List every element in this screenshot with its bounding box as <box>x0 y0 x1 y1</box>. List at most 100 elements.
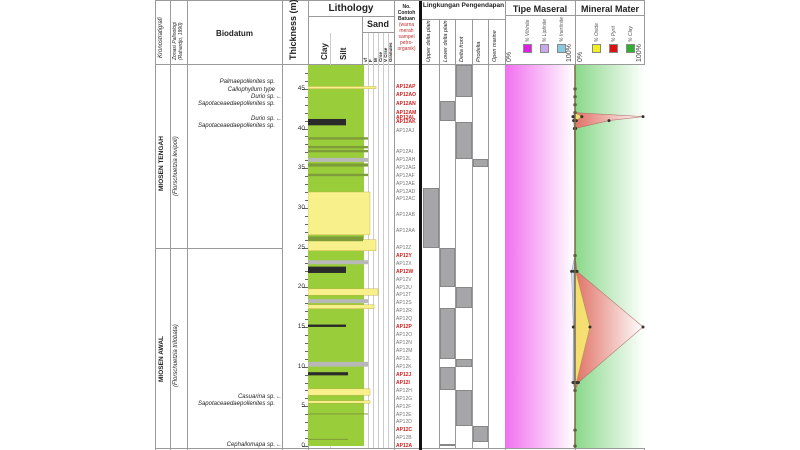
biodatum-entry: Durio sp. <box>250 115 275 122</box>
lithology-layer <box>308 236 363 242</box>
axis-tick <box>305 231 308 233</box>
silt-label: Silt <box>339 47 348 60</box>
lithology-layer <box>308 149 368 153</box>
sample-id: AP12U <box>396 284 412 291</box>
axis-tick <box>305 350 308 352</box>
axis-tick <box>302 128 308 130</box>
sample-id: AP12D <box>396 419 412 426</box>
arrow-left-icon: ← <box>276 442 282 449</box>
axis-tick <box>305 295 308 297</box>
axis-tick <box>305 311 308 313</box>
sample-id: AP12AG <box>396 164 416 171</box>
lithology-layer <box>308 118 346 126</box>
environment-block <box>439 100 456 121</box>
data-point <box>570 269 574 273</box>
lithology-layer <box>308 145 368 149</box>
biodatum-entry: Callophyllum type <box>227 86 275 93</box>
biodatum-entry: Cephallomapa sp. <box>226 442 275 449</box>
arrow-left-icon: ← <box>276 393 282 400</box>
axis-tick <box>305 136 308 138</box>
lithology-layer <box>308 372 348 376</box>
axis-tick-label: 0 <box>301 442 305 449</box>
legend-label: % Clay <box>628 26 634 42</box>
axis-tick <box>305 374 308 376</box>
environment-block <box>472 158 489 167</box>
data-point <box>641 115 645 119</box>
axis-tick <box>305 430 308 432</box>
axis-tick <box>305 438 308 440</box>
sample-id: AP12AE <box>396 180 415 187</box>
axis-tick <box>305 144 308 146</box>
chronostrat-label: MIOSEN AWAL <box>158 335 165 382</box>
lithology-layer <box>308 413 368 415</box>
lithology-layer <box>308 299 368 304</box>
zonasi-header: Zonasi Palinologi (Rahardjo, 1990) <box>172 21 184 60</box>
lithology-layer <box>308 438 348 440</box>
percent-axis-label: 100% <box>566 44 573 62</box>
sample-id: AP12J <box>396 371 412 378</box>
env-column-label: Prodelta <box>475 41 482 63</box>
sample-id: AP12M <box>396 348 413 355</box>
axis-tick <box>305 104 308 106</box>
axis-tick <box>305 398 308 400</box>
sample-id: AP12X <box>396 260 412 267</box>
sample-id: AP12Y <box>396 252 412 259</box>
lithology-layer <box>308 191 371 236</box>
grade-gridline <box>378 33 379 448</box>
biodatum-header: Biodatum <box>216 29 253 38</box>
lithology-layer <box>308 260 368 265</box>
env-column-divider <box>455 19 457 448</box>
lithology-layer <box>308 361 368 367</box>
lithology-layer <box>308 288 379 296</box>
lithology-layer <box>308 239 377 251</box>
data-point <box>607 119 611 123</box>
grade-gridline <box>383 33 384 448</box>
axis-tick <box>302 287 308 289</box>
sample-id: AP12R <box>396 308 412 315</box>
biodatum-entry: Sapotaceaedaepollenites sp. <box>197 100 275 107</box>
env-column-label: Open marine <box>492 30 499 62</box>
sample-id: AP12B <box>396 435 412 442</box>
sand-header: Sand <box>366 19 389 29</box>
legend-label: % Inertinite <box>559 16 565 42</box>
biodatum-entry: Durio sp. <box>250 93 275 100</box>
sample-id: AP12E <box>396 411 412 418</box>
data-point <box>641 325 645 329</box>
axis-tick <box>305 390 308 392</box>
data-point <box>588 325 592 329</box>
axis-tick <box>302 406 308 408</box>
sample-id: AP12G <box>396 395 413 402</box>
axis-tick <box>305 319 308 320</box>
sample-header-line: sampel <box>398 34 415 40</box>
environment-block <box>439 307 456 359</box>
frame-bottom <box>155 448 645 449</box>
axis-tick <box>305 414 308 416</box>
lithology-layer <box>308 304 375 309</box>
maseral-background <box>505 65 575 448</box>
lithology-header: Lithology <box>328 3 374 14</box>
tipe-maseral-header: Tipe Maseral <box>512 4 568 14</box>
sample-id: AP12C <box>396 427 413 434</box>
lithology-layer <box>308 137 368 140</box>
lithology-layer <box>308 388 371 396</box>
sample-id: AP12AM <box>396 109 417 116</box>
data-point <box>580 115 584 119</box>
frame-left <box>155 0 156 450</box>
percent-axis-label: 100% <box>636 44 643 62</box>
environment-block <box>456 287 472 308</box>
axis-tick <box>305 263 308 265</box>
sample-id: AP12K <box>396 363 412 370</box>
sample-id: AP12AN <box>396 101 416 108</box>
legend-label: % Oxide <box>594 23 600 42</box>
sample-id: AP12AD <box>396 188 416 195</box>
mineral-background <box>575 65 645 448</box>
axis-tick-label: 45 <box>297 84 305 92</box>
kronostratigrafi-header: Kronostratigrafi <box>158 17 164 58</box>
axis-tick <box>305 358 308 360</box>
legend-swatch <box>626 44 635 53</box>
axis-tick <box>305 184 308 186</box>
sample-id: AP12AK <box>396 119 416 126</box>
sample-id: AP12I <box>396 379 410 386</box>
sample-id: AP12T <box>396 292 412 299</box>
percent-axis-label: 0% <box>506 51 513 62</box>
